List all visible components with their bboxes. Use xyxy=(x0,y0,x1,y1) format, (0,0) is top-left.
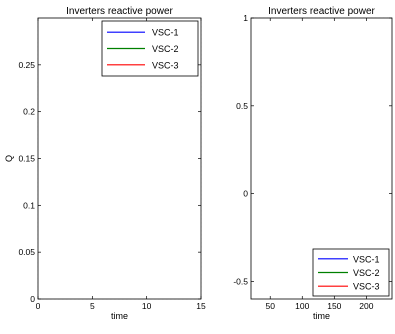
legend-label: VSC-1 xyxy=(353,254,380,264)
legend-label: VSC-3 xyxy=(353,282,380,292)
chart-panel-2: 50 100 150 200 -0.5 0 0.5 1 Inverters reactive p… xyxy=(233,6,393,321)
x-axis-label: time xyxy=(313,311,330,321)
legend-label: VSC-1 xyxy=(152,28,179,38)
legend-label: VSC-3 xyxy=(152,60,179,70)
legend: VSC-1 VSC-2 VSC-3 xyxy=(101,20,199,77)
x-tick-label: 0 xyxy=(36,301,41,311)
x-tick-label: 100 xyxy=(295,301,309,311)
y-tick-label: 0.05 xyxy=(18,247,35,257)
y-axis-label: Q xyxy=(4,155,14,162)
chart-title: Inverters reactive power xyxy=(268,6,375,17)
y-tick-label: 0 xyxy=(30,294,35,304)
legend: VSC-1 VSC-2 VSC-3 xyxy=(312,248,390,297)
chart-title: Inverters reactive power xyxy=(66,6,173,17)
x-tick-label: 150 xyxy=(327,301,341,311)
y-tick-label: 0 xyxy=(243,189,248,199)
legend-box xyxy=(101,20,199,77)
y-tick-label: 0.15 xyxy=(18,154,35,164)
y-tick-label: 0.5 xyxy=(236,101,248,111)
x-tick-label: 10 xyxy=(142,301,152,311)
x-axis-label: time xyxy=(111,311,128,321)
legend-label: VSC-2 xyxy=(353,268,380,278)
x-tick-label: 50 xyxy=(265,301,275,311)
y-tick-label: 0.25 xyxy=(18,60,35,70)
y-tick-label: 0.1 xyxy=(23,200,35,210)
chart-panel-1: 0 5 10 15 0 0.05 0.1 0.15 0.2 0.25 Inverters react… xyxy=(4,6,206,321)
y-tick-label: -0.5 xyxy=(233,276,248,286)
y-tick-label: 1 xyxy=(243,13,248,23)
x-tick-label: 5 xyxy=(90,301,95,311)
y-tick-label: 0.2 xyxy=(23,107,35,117)
x-tick-label: 15 xyxy=(196,301,206,311)
x-tick-label: 200 xyxy=(359,301,373,311)
legend-label: VSC-2 xyxy=(152,44,179,54)
